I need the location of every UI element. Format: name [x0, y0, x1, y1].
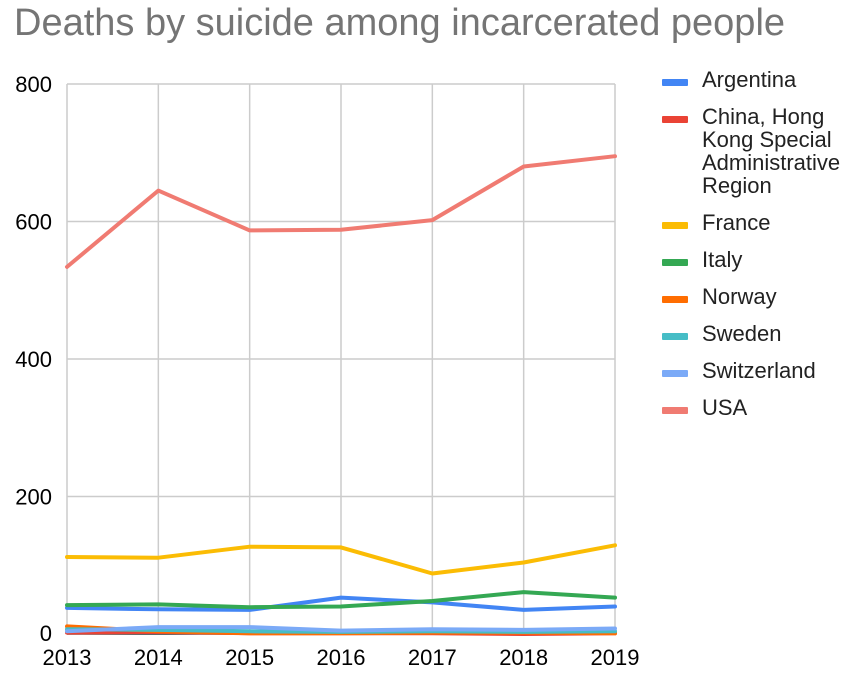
series-line-italy — [65, 590, 617, 610]
x-tick-label: 2019 — [591, 645, 640, 670]
x-tick-label: 2015 — [225, 645, 274, 670]
legend-item-norway: Norway — [662, 285, 857, 308]
series-line-argentina — [65, 595, 617, 612]
legend-label: Norway — [702, 284, 777, 309]
legend-item-switzerland: Switzerland — [662, 359, 857, 382]
grid — [66, 83, 616, 635]
legend-label: France — [702, 210, 771, 235]
x-tick-label: 2018 — [499, 645, 548, 670]
series-lines — [65, 154, 617, 636]
legend-swatch — [662, 407, 688, 414]
legend-label: Sweden — [702, 321, 782, 346]
legend-item-sweden: Sweden — [662, 322, 857, 345]
legend-label: USA — [702, 395, 748, 420]
legend-item-usa: USA — [662, 396, 857, 419]
legend: Argentina China, Hong Kong Special Admini… — [662, 68, 857, 433]
legend-swatch — [662, 370, 688, 377]
y-tick-label: 800 — [15, 72, 52, 97]
series-line-switzerland — [65, 625, 617, 634]
legend-swatch — [662, 222, 688, 229]
legend-label: Italy — [702, 247, 743, 272]
x-tick-label: 2013 — [43, 645, 92, 670]
x-axis-ticks: 2013 2014 2015 2016 2017 2018 2019 — [43, 645, 640, 670]
legend-swatch — [662, 116, 688, 123]
y-tick-label: 600 — [15, 210, 52, 235]
x-tick-label: 2014 — [134, 645, 183, 670]
x-tick-label: 2016 — [317, 645, 366, 670]
legend-swatch — [662, 79, 688, 86]
legend-label: Argentina — [702, 67, 797, 92]
chart-title: Deaths by suicide among incarcerated peo… — [14, 2, 786, 44]
legend-item-argentina: Argentina — [662, 68, 857, 91]
legend-item-china-hong-kong-special-administrative-region: China, Hong Kong Special Administrative … — [662, 105, 857, 197]
legend-label: China, Hong Kong Special Administrative … — [702, 104, 841, 198]
series-line-france — [65, 543, 617, 576]
y-axis-ticks: 0 200 400 600 800 — [15, 72, 52, 646]
legend-swatch — [662, 333, 688, 340]
legend-swatch — [662, 259, 688, 266]
y-tick-label: 400 — [15, 347, 52, 372]
legend-swatch — [662, 296, 688, 303]
legend-label: Switzerland — [702, 358, 816, 383]
y-tick-label: 200 — [15, 485, 52, 510]
y-tick-label: 0 — [40, 621, 52, 646]
legend-item-italy: Italy — [662, 248, 857, 271]
legend-item-france: France — [662, 211, 857, 234]
x-tick-label: 2017 — [408, 645, 457, 670]
series-line-usa — [65, 154, 617, 269]
